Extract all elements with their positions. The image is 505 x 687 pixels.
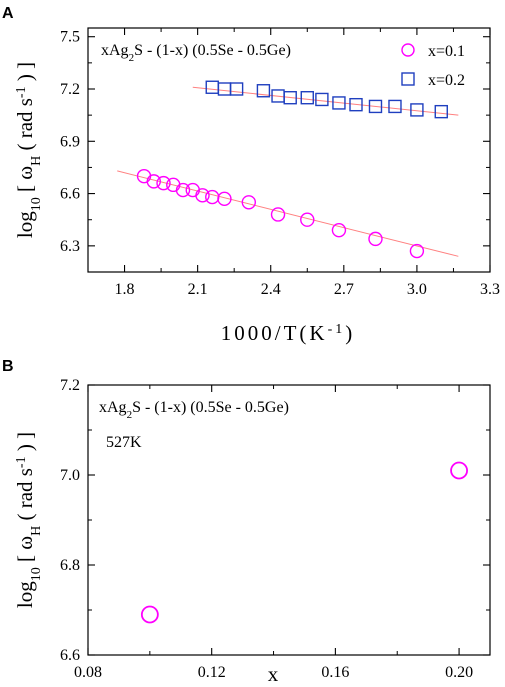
- x-tick-label: 0.16: [321, 664, 349, 681]
- data-point-circle: [195, 188, 210, 203]
- data-point-square: [205, 80, 219, 94]
- data-point-square: [434, 104, 448, 119]
- panel-a-y-axis-label: log10 [ ωH ( rad s-1 ) ]: [13, 62, 44, 238]
- data-point-circle: [241, 195, 257, 210]
- x-tick-label: 1.8: [115, 281, 135, 298]
- panel-a-plot-frame: [87, 27, 491, 273]
- y-tick-label: 7.2: [60, 377, 80, 394]
- panel-b-plot-frame: [87, 384, 491, 656]
- legend-label-x02: x=0.2: [428, 72, 465, 89]
- panel-b-x-tick-labels: 0.08 0.12 0.16 0.20: [74, 664, 473, 681]
- x-tick-label: 0.08: [74, 664, 102, 681]
- data-point-square: [388, 99, 402, 114]
- y-tick-label: 6.6: [60, 647, 80, 664]
- data-point-square: [368, 99, 383, 114]
- data-point-square: [217, 82, 232, 96]
- data-point-square: [349, 97, 363, 112]
- data-point-square: [300, 91, 314, 105]
- panel-b: B 0.08 0.12 0.16 0.20 6.6 6.8 7.0 7.2 xAg2S - …: [2, 358, 491, 686]
- data-point-square: [283, 91, 297, 105]
- panel-b-y-tick-labels: 6.6 6.8 7.0 7.2: [60, 377, 80, 664]
- y-tick-label: 6.8: [60, 557, 80, 574]
- data-point-circle: [450, 461, 468, 480]
- y-tick-label: 7.0: [60, 467, 80, 484]
- data-point-circle: [205, 189, 220, 205]
- panel-a-fit-lines: [117, 86, 459, 257]
- panel-b-temperature-annotation: 527K: [106, 434, 142, 451]
- x-tick-label: 3.0: [407, 281, 427, 298]
- data-point-circle: [409, 243, 425, 259]
- data-point-square: [332, 96, 346, 110]
- y-tick-label: 7.5: [60, 29, 80, 46]
- legend-marker-circle: [401, 43, 415, 57]
- panel-b-composition-annotation: xAg2S - (1-x) (0.5Se - 0.5Ge): [99, 399, 289, 421]
- panel-b-data-points: [140, 461, 468, 624]
- x-tick-label: 0.12: [198, 664, 226, 681]
- panel-a-ticks: [88, 28, 491, 272]
- data-point-circle: [140, 605, 159, 624]
- panel-a-data-points: [136, 80, 448, 259]
- data-point-circle: [217, 191, 232, 207]
- y-tick-label: 6.3: [60, 238, 80, 255]
- legend-marker-square: [401, 72, 415, 86]
- panel-a-composition-annotation: xAg2S - (1-x) (0.5Se - 0.5Ge): [101, 42, 291, 64]
- panel-b-letter: B: [2, 358, 14, 375]
- x-tick-label: 2.4: [261, 281, 281, 298]
- x-tick-label: 2.1: [188, 281, 208, 298]
- y-tick-label: 6.6: [60, 186, 80, 203]
- y-tick-label: 6.9: [60, 133, 80, 150]
- data-point-square: [229, 82, 244, 96]
- panel-b-x-axis-label: x: [268, 662, 279, 686]
- data-point-square: [315, 92, 329, 107]
- panel-a-letter: A: [2, 5, 14, 22]
- panel-a-x-axis-label: 1000/T(K-1): [221, 321, 356, 345]
- fit-line-series-1: [192, 86, 459, 116]
- data-point-square: [410, 103, 424, 117]
- panel-b-y-axis-label: log10 [ ωH ( rad s-1 ) ]: [13, 432, 44, 608]
- data-point-circle: [270, 207, 286, 222]
- x-tick-label: 0.20: [445, 664, 473, 681]
- data-point-circle: [300, 212, 315, 227]
- data-point-circle: [146, 174, 161, 189]
- data-point-circle: [156, 175, 171, 191]
- data-point-circle: [368, 231, 383, 247]
- panel-a-legend: x=0.1 x=0.2: [401, 43, 465, 89]
- panel-a-y-tick-labels: 6.3 6.6 6.9 7.2 7.5: [60, 29, 80, 255]
- y-tick-label: 7.2: [60, 81, 80, 98]
- data-point-circle: [331, 222, 347, 238]
- legend-label-x01: x=0.1: [428, 43, 465, 60]
- data-point-circle: [175, 182, 191, 198]
- panel-b-ticks: [87, 384, 490, 656]
- panel-a-x-tick-labels: 1.8 2.1 2.4 2.7 3.0 3.3: [115, 281, 500, 298]
- x-tick-label: 2.7: [334, 281, 354, 298]
- panel-a: A 1.8 2.1 2.4 2.7 3.0 3.3 6.3 6.6 6.9 7.2 7.5 xAg…: [2, 5, 500, 345]
- data-point-square: [256, 84, 271, 98]
- x-tick-label: 3.3: [480, 281, 500, 298]
- fit-line-series-0: [117, 170, 459, 257]
